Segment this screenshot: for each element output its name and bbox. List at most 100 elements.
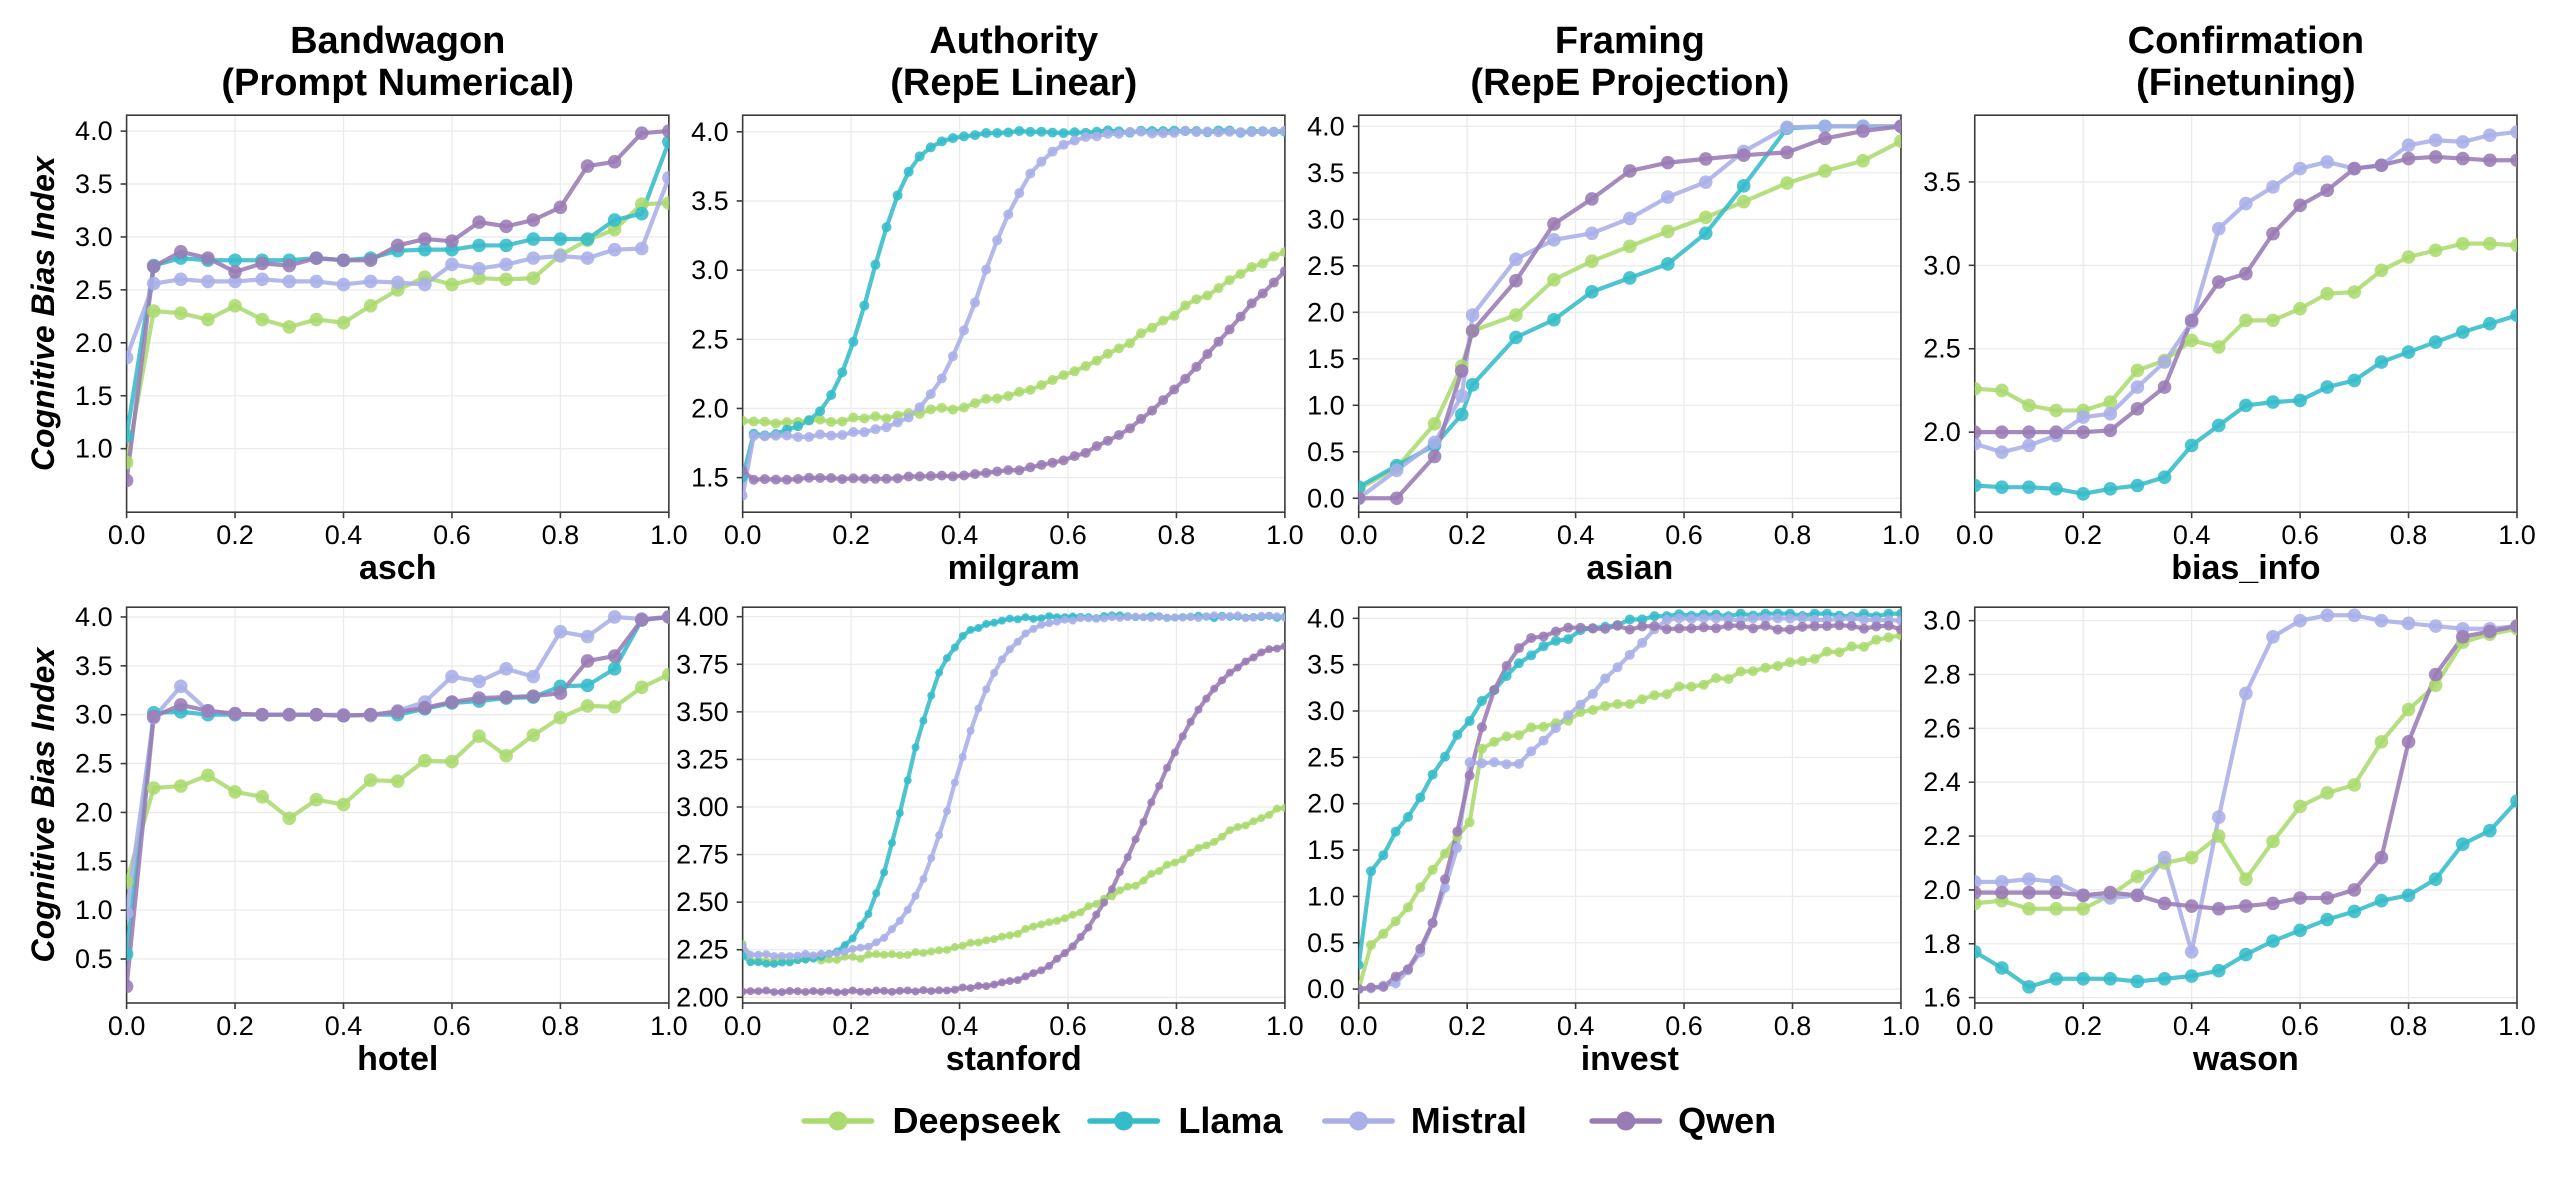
svg-text:3.5: 3.5 (75, 651, 113, 681)
svg-text:(Finetuning): (Finetuning) (2136, 62, 2355, 104)
svg-text:3.75: 3.75 (676, 649, 729, 679)
svg-text:1.0: 1.0 (1882, 520, 1920, 550)
svg-text:2.5: 2.5 (1307, 742, 1345, 772)
svg-text:2.50: 2.50 (676, 887, 729, 917)
svg-text:3.0: 3.0 (75, 700, 113, 730)
svg-text:3.5: 3.5 (1307, 158, 1345, 188)
svg-text:0.2: 0.2 (2064, 520, 2102, 550)
svg-text:1.0: 1.0 (1266, 1011, 1304, 1041)
svg-text:2.0: 2.0 (75, 328, 113, 358)
svg-text:2.0: 2.0 (1923, 417, 1961, 447)
svg-text:0.2: 0.2 (1448, 1011, 1486, 1041)
svg-text:1.5: 1.5 (691, 463, 729, 493)
svg-text:3.5: 3.5 (1923, 167, 1961, 197)
svg-text:2.25: 2.25 (676, 935, 729, 965)
svg-text:1.0: 1.0 (650, 520, 688, 550)
svg-text:1.5: 1.5 (1307, 835, 1345, 865)
svg-text:0.6: 0.6 (1665, 520, 1703, 550)
svg-text:0.0: 0.0 (1956, 520, 1994, 550)
svg-text:0.0: 0.0 (1340, 1011, 1378, 1041)
svg-text:3.50: 3.50 (676, 697, 729, 727)
svg-text:3.0: 3.0 (691, 255, 729, 285)
svg-text:4.00: 4.00 (676, 602, 729, 632)
svg-text:asian: asian (1586, 549, 1673, 587)
svg-text:2.2: 2.2 (1923, 821, 1961, 851)
svg-text:Cognitive Bias Index: Cognitive Bias Index (25, 647, 61, 963)
svg-text:0.5: 0.5 (1307, 928, 1345, 958)
svg-text:0.6: 0.6 (2281, 1011, 2319, 1041)
svg-text:0.8: 0.8 (1774, 520, 1812, 550)
svg-text:0.5: 0.5 (1307, 437, 1345, 467)
svg-text:0.2: 0.2 (832, 520, 870, 550)
svg-text:0.0: 0.0 (1956, 1011, 1994, 1041)
svg-text:2.5: 2.5 (691, 324, 729, 354)
svg-text:0.6: 0.6 (2281, 520, 2319, 550)
svg-text:1.6: 1.6 (1923, 983, 1961, 1013)
svg-text:2.5: 2.5 (1307, 251, 1345, 281)
svg-text:0.6: 0.6 (1049, 520, 1087, 550)
svg-text:3.0: 3.0 (75, 222, 113, 252)
svg-text:(Prompt Numerical): (Prompt Numerical) (221, 62, 574, 104)
svg-text:2.0: 2.0 (1307, 789, 1345, 819)
svg-text:3.0: 3.0 (1923, 606, 1961, 636)
svg-text:0.5: 0.5 (75, 944, 113, 974)
svg-text:4.0: 4.0 (1307, 603, 1345, 633)
svg-text:invest: invest (1581, 1040, 1679, 1078)
svg-text:0.0: 0.0 (108, 1011, 146, 1041)
svg-text:Confirmation: Confirmation (2128, 20, 2364, 62)
svg-text:0.4: 0.4 (1557, 1011, 1595, 1041)
svg-text:bias_info: bias_info (2171, 549, 2320, 587)
svg-text:milgram: milgram (948, 549, 1080, 587)
svg-text:2.6: 2.6 (1923, 713, 1961, 743)
svg-text:4.0: 4.0 (691, 117, 729, 147)
svg-text:Llama: Llama (1178, 1100, 1283, 1141)
svg-text:Mistral: Mistral (1411, 1100, 1527, 1141)
svg-text:4.0: 4.0 (1307, 111, 1345, 141)
svg-text:3.25: 3.25 (676, 744, 729, 774)
svg-text:wason: wason (2192, 1040, 2299, 1078)
svg-text:3.5: 3.5 (1307, 650, 1345, 680)
svg-text:0.8: 0.8 (542, 520, 580, 550)
svg-text:1.0: 1.0 (2498, 1011, 2536, 1041)
svg-text:2.5: 2.5 (75, 275, 113, 305)
svg-text:0.8: 0.8 (542, 1011, 580, 1041)
svg-text:0.0: 0.0 (724, 520, 762, 550)
svg-text:2.5: 2.5 (1923, 334, 1961, 364)
svg-text:0.6: 0.6 (1665, 1011, 1703, 1041)
svg-text:3.0: 3.0 (1923, 250, 1961, 280)
svg-text:1.5: 1.5 (75, 381, 113, 411)
svg-text:1.5: 1.5 (75, 846, 113, 876)
svg-text:4.0: 4.0 (75, 602, 113, 632)
svg-text:0.4: 0.4 (941, 520, 979, 550)
svg-text:0.8: 0.8 (1158, 1011, 1196, 1041)
svg-text:0.4: 0.4 (2173, 1011, 2211, 1041)
svg-text:0.6: 0.6 (1049, 1011, 1087, 1041)
svg-text:0.6: 0.6 (433, 520, 471, 550)
svg-text:stanford: stanford (946, 1040, 1082, 1078)
svg-text:0.8: 0.8 (1774, 1011, 1812, 1041)
svg-text:3.0: 3.0 (1307, 204, 1345, 234)
svg-text:2.0: 2.0 (75, 797, 113, 827)
svg-text:3.00: 3.00 (676, 792, 729, 822)
svg-text:2.0: 2.0 (1923, 875, 1961, 905)
svg-text:1.8: 1.8 (1923, 929, 1961, 959)
svg-text:1.0: 1.0 (1307, 881, 1345, 911)
svg-text:0.2: 0.2 (2064, 1011, 2102, 1041)
svg-text:0.0: 0.0 (724, 1011, 762, 1041)
svg-text:0.2: 0.2 (832, 1011, 870, 1041)
svg-text:1.5: 1.5 (1307, 344, 1345, 374)
svg-text:2.0: 2.0 (691, 393, 729, 423)
svg-text:0.8: 0.8 (2390, 520, 2428, 550)
svg-text:1.0: 1.0 (75, 895, 113, 925)
svg-text:0.0: 0.0 (1307, 483, 1345, 513)
svg-text:(RepE Linear): (RepE Linear) (890, 62, 1137, 104)
svg-text:1.0: 1.0 (1307, 390, 1345, 420)
svg-text:3.0: 3.0 (1307, 696, 1345, 726)
svg-text:2.00: 2.00 (676, 982, 729, 1012)
svg-text:0.4: 0.4 (1557, 520, 1595, 550)
svg-text:Qwen: Qwen (1678, 1100, 1776, 1141)
svg-text:Deepseek: Deepseek (893, 1100, 1062, 1141)
svg-text:2.5: 2.5 (75, 749, 113, 779)
svg-text:0.8: 0.8 (2390, 1011, 2428, 1041)
svg-text:Cognitive Bias Index: Cognitive Bias Index (25, 155, 61, 471)
